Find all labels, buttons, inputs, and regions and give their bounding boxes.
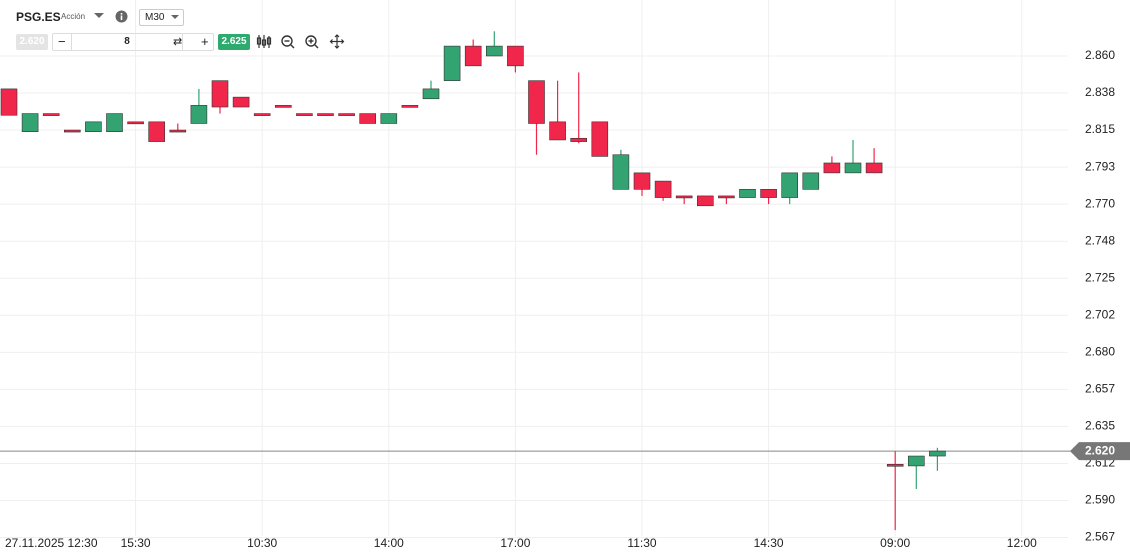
y-tick-label: 2.793 xyxy=(1085,159,1115,173)
candle-body xyxy=(654,180,672,198)
x-tick-label: 15:30 xyxy=(121,536,151,550)
candle-body xyxy=(148,121,165,142)
candle-body xyxy=(528,80,545,124)
x-tick-label: 17:00 xyxy=(500,536,530,550)
candle-body xyxy=(464,45,482,67)
candle-body xyxy=(633,172,651,190)
ask-price[interactable]: 2.625 xyxy=(218,34,250,50)
candle-body xyxy=(232,96,250,108)
candle-body xyxy=(127,121,144,125)
candle-body xyxy=(591,121,609,157)
candle-body xyxy=(844,162,862,174)
candle-body xyxy=(507,45,524,67)
instrument-kind: Acción xyxy=(61,12,86,21)
swap-icon[interactable]: ⇄ xyxy=(173,36,183,48)
info-icon[interactable] xyxy=(115,10,128,23)
candle-body xyxy=(85,121,102,133)
candle-body xyxy=(718,195,735,199)
candle-body xyxy=(760,189,777,198)
candle-body xyxy=(64,129,81,133)
last-price-tag xyxy=(1070,442,1130,461)
candle-body xyxy=(169,129,187,133)
candle-body xyxy=(359,113,377,124)
chart-tools xyxy=(256,34,345,49)
dropdown-arrow[interactable] xyxy=(94,13,104,19)
y-tick-label: 2.680 xyxy=(1085,344,1115,358)
candle-body xyxy=(485,45,503,57)
x-tick-label: 14:30 xyxy=(754,536,784,550)
candle-body xyxy=(739,189,756,198)
zoom-out-icon[interactable] xyxy=(281,35,295,49)
dropdown-arrow xyxy=(171,15,179,19)
candle-body xyxy=(21,113,39,133)
candle-body xyxy=(317,113,334,116)
timeframe: M30 xyxy=(145,12,165,23)
y-tick-label: 2.590 xyxy=(1085,493,1115,507)
symbol[interactable]: PSG.ES xyxy=(16,10,61,24)
candle-body xyxy=(253,113,271,116)
zoom-in-icon[interactable] xyxy=(305,35,319,49)
x-tick-label: 14:00 xyxy=(374,536,404,550)
candle-body xyxy=(549,121,566,141)
y-tick-label: 2.657 xyxy=(1085,382,1115,396)
x-tick-label: 12:00 xyxy=(1007,536,1037,550)
candle-body xyxy=(274,105,292,108)
candle-body xyxy=(380,113,398,124)
candle-type-icon[interactable] xyxy=(256,35,272,48)
quantity-input[interactable]: 8 xyxy=(71,34,183,50)
candle-body xyxy=(907,455,925,467)
y-tick-label: 2.748 xyxy=(1085,233,1115,247)
candle-body xyxy=(190,105,208,124)
candle-body xyxy=(211,80,229,108)
y-tick-label: 2.702 xyxy=(1085,307,1115,321)
candle-body xyxy=(422,88,440,100)
x-tick-label: 10:30 xyxy=(247,536,277,550)
y-tick-label: 2.725 xyxy=(1085,270,1115,284)
candle-body xyxy=(443,45,461,81)
candle-body xyxy=(338,113,355,116)
candle-body xyxy=(823,162,841,174)
candle-body xyxy=(401,105,419,108)
candle-body xyxy=(675,195,693,199)
x-tick-label: 11:30 xyxy=(627,536,656,550)
y-tick-label: 2.567 xyxy=(1085,530,1115,544)
minus-button[interactable]: − xyxy=(58,34,66,49)
candle-body xyxy=(106,113,123,133)
candle-body xyxy=(42,113,60,116)
candle-body xyxy=(802,172,820,190)
pan-icon[interactable] xyxy=(329,34,345,49)
last-price-label: 2.620 xyxy=(1085,443,1115,457)
candle-body xyxy=(0,88,18,116)
y-tick-label: 2.860 xyxy=(1085,48,1115,62)
candle-body xyxy=(865,162,883,174)
candle-body xyxy=(781,172,799,198)
y-tick-label: 2.815 xyxy=(1085,122,1115,136)
candle-body xyxy=(929,450,946,457)
x-tick-label: 09:00 xyxy=(880,536,910,550)
candle-body xyxy=(612,154,630,190)
candle-body xyxy=(570,137,588,142)
candle-body xyxy=(696,195,714,207)
bid-price[interactable]: 2.620 xyxy=(16,34,48,50)
quantity-box: − 8 ⇄ + xyxy=(52,33,214,51)
x-tick-label: 27.11.2025 12:30 xyxy=(5,536,98,550)
plus-button[interactable]: + xyxy=(201,34,209,49)
y-tick-label: 2.770 xyxy=(1085,196,1115,210)
y-tick-label: 2.635 xyxy=(1085,419,1115,433)
candle-body xyxy=(296,113,313,116)
timeframe-select[interactable]: M30 xyxy=(139,9,184,26)
y-tick-label: 2.838 xyxy=(1085,85,1115,99)
candle-body xyxy=(886,463,904,467)
